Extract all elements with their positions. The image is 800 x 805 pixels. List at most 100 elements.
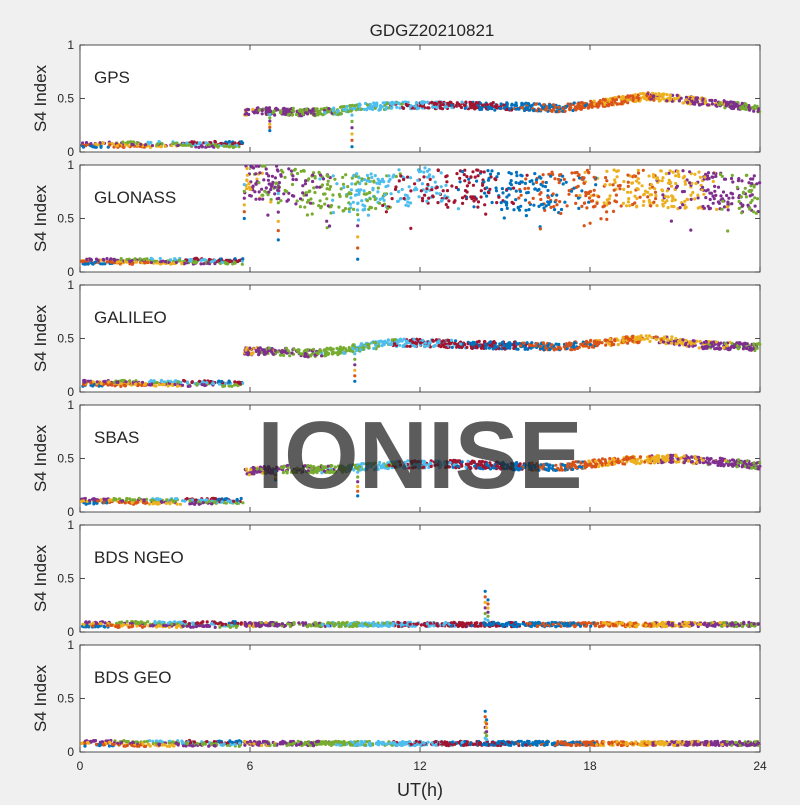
data-point — [634, 175, 637, 178]
data-point — [169, 380, 172, 383]
data-point — [317, 171, 320, 174]
data-point — [505, 195, 508, 198]
data-point — [712, 345, 715, 348]
data-point — [347, 110, 350, 113]
data-point — [246, 346, 249, 349]
data-point — [698, 340, 701, 343]
data-point — [613, 199, 616, 202]
data-point — [121, 141, 124, 144]
data-point — [140, 384, 143, 387]
data-point — [637, 97, 640, 100]
data-point — [468, 181, 471, 184]
data-point — [268, 347, 271, 350]
data-point — [597, 195, 600, 198]
data-point — [450, 104, 453, 107]
data-point — [756, 342, 759, 345]
data-point — [135, 501, 138, 504]
data-point — [261, 198, 264, 201]
data-point — [476, 101, 479, 104]
data-point — [350, 109, 353, 112]
data-point — [257, 347, 260, 350]
data-point — [397, 168, 400, 171]
data-point — [502, 347, 505, 350]
data-point — [268, 129, 271, 132]
y-tick-label: 1 — [67, 158, 74, 172]
data-point — [419, 170, 422, 173]
data-point — [547, 203, 550, 206]
panel-label: GPS — [94, 68, 130, 87]
data-point — [350, 132, 353, 135]
data-point — [704, 345, 707, 348]
data-point — [356, 235, 359, 238]
data-point — [652, 201, 655, 204]
data-point — [714, 99, 717, 102]
data-point — [503, 344, 506, 347]
data-point — [279, 354, 282, 357]
data-point — [149, 383, 152, 386]
data-point — [752, 210, 755, 213]
data-point — [419, 341, 422, 344]
data-point — [619, 102, 622, 105]
data-point — [679, 206, 682, 209]
data-point — [666, 93, 669, 96]
data-point — [694, 182, 697, 185]
data-point — [265, 167, 268, 170]
data-point — [129, 260, 132, 263]
data-point — [439, 101, 442, 104]
data-point — [508, 108, 511, 111]
data-point — [532, 197, 535, 200]
data-point — [648, 174, 651, 177]
data-point — [695, 461, 698, 464]
data-point — [527, 191, 530, 194]
data-point — [553, 208, 556, 211]
data-point — [415, 101, 418, 104]
data-point — [186, 497, 189, 500]
data-point — [736, 186, 739, 189]
data-point — [488, 347, 491, 350]
data-point — [212, 382, 215, 385]
data-point — [722, 190, 725, 193]
data-point — [703, 176, 706, 179]
data-point — [662, 97, 665, 100]
data-point — [589, 100, 592, 103]
data-point — [353, 380, 356, 383]
data-point — [541, 181, 544, 184]
data-point — [198, 141, 201, 144]
data-point — [670, 342, 673, 345]
data-point — [609, 194, 612, 197]
data-point — [631, 335, 634, 338]
data-point — [302, 169, 305, 172]
data-point — [463, 173, 466, 176]
data-point — [356, 208, 359, 211]
data-point — [258, 352, 261, 355]
data-point — [684, 343, 687, 346]
data-point — [630, 460, 633, 463]
data-point — [758, 465, 761, 468]
data-point — [356, 224, 359, 227]
data-point — [612, 183, 615, 186]
data-point — [396, 200, 399, 203]
data-point — [367, 214, 370, 217]
data-point — [113, 259, 116, 262]
data-point — [690, 100, 693, 103]
data-point — [667, 339, 670, 342]
data-point — [328, 224, 331, 227]
data-point — [301, 191, 304, 194]
data-point — [661, 176, 664, 179]
data-point — [738, 341, 741, 344]
data-point — [339, 195, 342, 198]
data-point — [608, 457, 611, 460]
data-point — [712, 180, 715, 183]
data-point — [243, 183, 246, 186]
data-point — [421, 339, 424, 342]
data-point — [99, 262, 102, 265]
data-point — [714, 175, 717, 178]
data-point — [626, 174, 629, 177]
data-point — [648, 201, 651, 204]
data-point — [327, 175, 330, 178]
data-point — [349, 196, 352, 199]
data-point — [251, 108, 254, 111]
data-point — [366, 103, 369, 106]
data-point — [379, 108, 382, 111]
